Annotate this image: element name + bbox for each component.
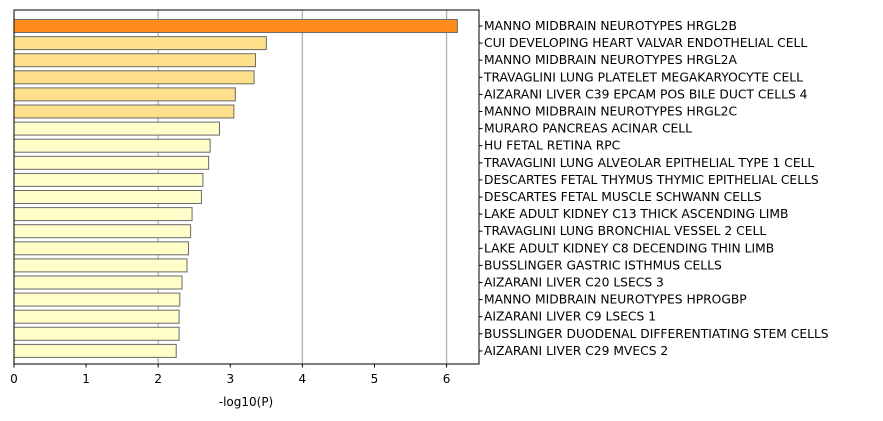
bar [13,292,181,307]
bar [13,87,236,102]
category-label: LAKE ADULT KIDNEY C13 THICK ASCENDING LI… [484,207,788,221]
bar [13,343,177,358]
bar [13,258,188,273]
x-tick-label: 0 [10,372,18,386]
bar [13,121,220,136]
category-label: CUI DEVELOPING HEART VALVAR ENDOTHELIAL … [484,36,807,50]
bar [13,207,193,222]
bar [13,70,255,85]
category-label: AIZARANI LIVER C20 LSECS 3 [484,276,664,290]
x-tick-label: 3 [226,372,234,386]
bar [13,155,210,170]
x-tick-label: 4 [299,372,307,386]
bar [13,326,180,341]
bar [13,275,183,290]
bar [13,53,257,68]
bar [13,172,204,187]
category-label: MANNO MIDBRAIN NEUROTYPES HRGL2A [484,53,737,67]
category-label: AIZARANI LIVER C29 MVECS 2 [484,344,668,358]
x-tick-label: 2 [154,372,162,386]
plot-frame [13,9,480,365]
bar [13,138,211,153]
x-tick-label: 6 [443,372,451,386]
bar [13,36,267,51]
category-label: BUSSLINGER GASTRIC ISTHMUS CELLS [484,258,722,272]
category-label: DESCARTES FETAL THYMUS THYMIC EPITHELIAL… [484,173,819,187]
bar [13,309,180,324]
x-axis-title: -log10(P) [219,395,274,409]
x-axis-ticks: 0 1 2 3 4 5 6 [10,364,450,386]
bar [13,19,458,33]
bars [13,19,458,358]
category-label: MANNO MIDBRAIN NEUROTYPES HRGL2C [484,105,737,119]
category-label: LAKE ADULT KIDNEY C8 DECENDING THIN LIMB [484,241,774,255]
category-label: MANNO MIDBRAIN NEUROTYPES HRGL2B [484,19,737,33]
category-label: TRAVAGLINI LUNG ALVEOLAR EPITHELIAL TYPE… [483,156,814,170]
bar [13,224,192,239]
category-label: BUSSLINGER DUODENAL DIFFERENTIATING STEM… [484,327,829,341]
category-label: MURARO PANCREAS ACINAR CELL [484,122,692,136]
category-labels: MANNO MIDBRAIN NEUROTYPES HRGL2B CUI DEVE… [479,19,829,358]
category-label: AIZARANI LIVER C9 LSECS 1 [484,310,656,324]
bar [13,190,202,204]
category-label: MANNO MIDBRAIN NEUROTYPES HPROGBP [484,293,747,307]
x-tick-label: 1 [82,372,90,386]
x-tick-label: 5 [371,372,379,386]
category-label: TRAVAGLINI LUNG BRONCHIAL VESSEL 2 CELL [483,224,766,238]
bar [13,241,189,256]
category-label: HU FETAL RETINA RPC [484,139,620,153]
category-label: DESCARTES FETAL MUSCLE SCHWANN CELLS [484,190,762,204]
category-label: AIZARANI LIVER C39 EPCAM POS BILE DUCT C… [484,87,808,101]
bar [13,104,235,119]
category-label: TRAVAGLINI LUNG PLATELET MEGAKARYOCYTE C… [483,70,803,84]
